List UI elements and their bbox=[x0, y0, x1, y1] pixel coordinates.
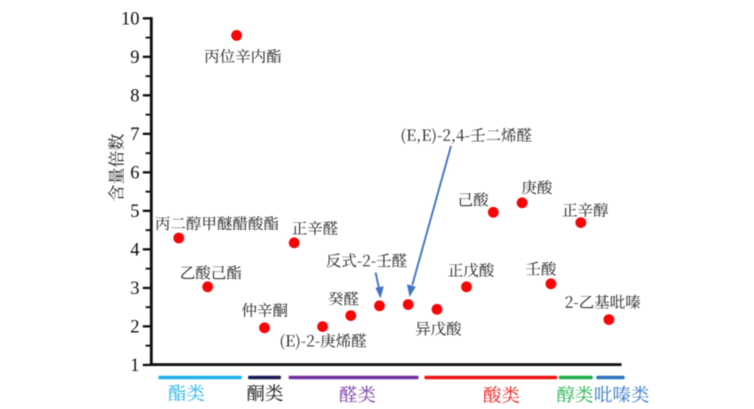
svg-text:2: 2 bbox=[130, 318, 139, 338]
svg-text:4: 4 bbox=[130, 241, 139, 261]
svg-text:3: 3 bbox=[130, 279, 139, 299]
svg-text:5: 5 bbox=[130, 202, 139, 222]
svg-text:10: 10 bbox=[121, 10, 140, 30]
svg-text:9: 9 bbox=[130, 48, 139, 68]
svg-text:7: 7 bbox=[130, 125, 139, 145]
svg-text:6: 6 bbox=[130, 164, 139, 184]
svg-text:8: 8 bbox=[130, 87, 139, 107]
svg-text:1: 1 bbox=[130, 356, 139, 376]
